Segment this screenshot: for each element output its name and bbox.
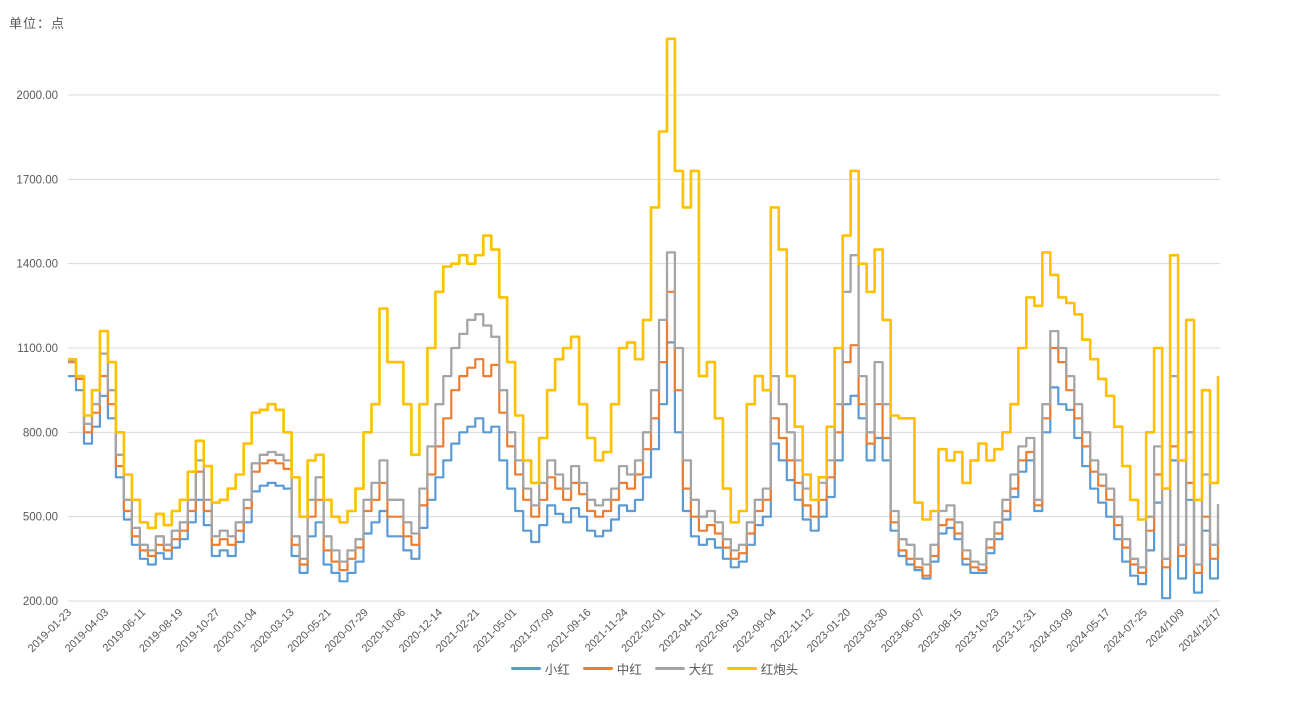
y-tick-label: 500.00 xyxy=(23,512,58,524)
y-tick-label: 1400.00 xyxy=(16,259,58,271)
y-tick-label: 800.00 xyxy=(23,427,58,439)
legend-item-3: 红炮头 xyxy=(726,659,799,678)
y-tick-label: 1700.00 xyxy=(16,174,58,186)
legend-label: 中红 xyxy=(616,663,642,677)
unit-label: 单位：点 xyxy=(9,16,66,31)
legend-label: 小红 xyxy=(544,663,570,677)
series-line-0 xyxy=(68,341,1220,600)
chart-legend: 小红 中红 大红 红炮头 xyxy=(0,659,1309,678)
legend-label: 红炮头 xyxy=(760,663,799,677)
legend-swatch xyxy=(726,666,757,671)
series-line-1 xyxy=(68,290,1220,577)
y-tick-label: 1100.00 xyxy=(17,343,58,355)
legend-swatch xyxy=(510,666,541,671)
legend-item-2: 大红 xyxy=(654,659,714,678)
y-tick-label: 2000.00 xyxy=(16,90,58,102)
legend-swatch xyxy=(654,666,685,671)
series-line-3 xyxy=(68,37,1220,530)
y-axis-labels: 2000.00 1700.00 1400.00 1100.00 800.00 500.00… xyxy=(16,90,58,608)
legend-item-1: 中红 xyxy=(582,659,642,678)
legend-label: 大红 xyxy=(688,663,714,677)
y-tick-label: 200.00 xyxy=(23,596,58,608)
series-line-2 xyxy=(68,251,1220,569)
legend-swatch xyxy=(582,666,613,671)
legend-item-0: 小红 xyxy=(510,659,570,678)
x-axis-labels: 2019-01-232019-04-032019-06-112019-08-19… xyxy=(26,607,1224,655)
